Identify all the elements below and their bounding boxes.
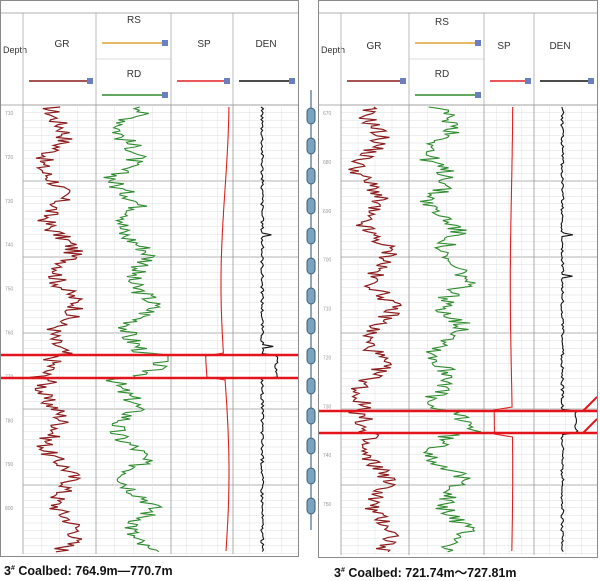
left-coalbed-caption: 3# Coalbed: 764.9m—770.7m	[4, 564, 173, 578]
gr-header: GR	[366, 41, 382, 52]
right-log-plot: 670 680 690 700 710 720 730 740 750	[319, 12, 597, 555]
left-log-plot: 710720730740750760770780790800	[1, 12, 298, 554]
svg-text:780: 780	[5, 418, 14, 424]
svg-text:790: 790	[5, 462, 14, 468]
left-log-panel: Depth GR RS RD SP DEN 710 720 730 740 750 760…	[0, 0, 299, 557]
svg-text:720: 720	[5, 155, 14, 161]
svg-text:680: 680	[323, 160, 332, 166]
svg-text:750: 750	[5, 287, 14, 293]
svg-text:690: 690	[323, 209, 332, 215]
svg-text:800: 800	[5, 506, 14, 512]
right-coalbed-label: 3# Coalbed: 721.74m～727.81m	[334, 566, 517, 580]
gr-header: GR	[54, 39, 70, 50]
svg-text:710: 710	[5, 111, 14, 117]
left-coalbed-label: 3# Coalbed: 764.9m—770.7m	[4, 564, 173, 578]
rs-header: RS	[435, 17, 449, 28]
depth-header: Depth	[3, 45, 28, 55]
rd-header: RD	[434, 69, 450, 80]
svg-text:750: 750	[323, 502, 332, 508]
svg-text:700: 700	[323, 258, 332, 264]
sp-header: SP	[197, 39, 211, 50]
svg-text:740: 740	[323, 453, 332, 459]
svg-text:670: 670	[323, 111, 332, 117]
sp-header: SP	[497, 41, 511, 52]
right-log-panel: Depth GR RS RD SP DEN 670 680 690 700 710 720…	[318, 0, 598, 558]
svg-text:730: 730	[323, 404, 332, 410]
rs-header: RS	[127, 15, 141, 26]
right-coalbed-caption: 3# Coalbed: 721.74m～727.81m	[334, 562, 516, 581]
svg-text:740: 740	[5, 243, 14, 249]
core-bar	[306, 90, 316, 530]
den-header: DEN	[255, 39, 277, 50]
svg-text:720: 720	[323, 355, 332, 361]
svg-text:730: 730	[5, 199, 14, 205]
svg-text:760: 760	[5, 331, 14, 337]
den-header: DEN	[549, 41, 571, 52]
svg-text:710: 710	[323, 307, 332, 313]
rd-header: RD	[126, 69, 142, 80]
depth-header: Depth	[321, 45, 346, 55]
